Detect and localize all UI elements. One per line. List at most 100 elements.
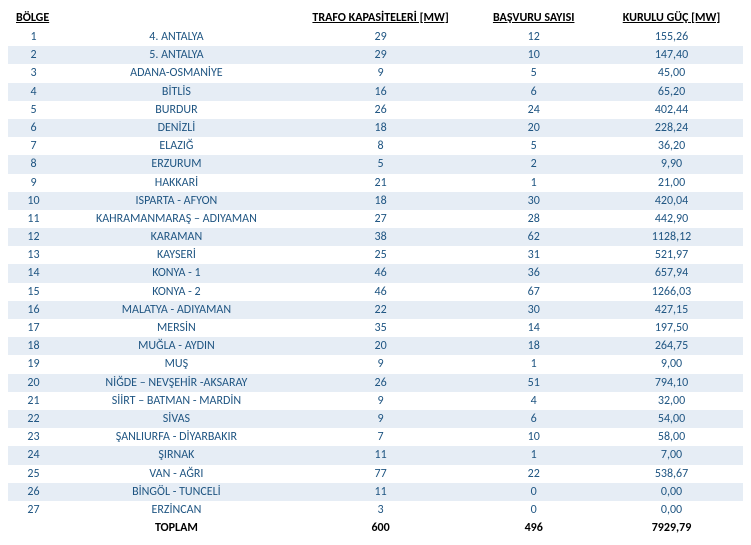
row-index: 18	[8, 337, 59, 355]
row-guc: 1266,03	[600, 283, 743, 301]
row-index: 2	[8, 46, 59, 64]
row-index: 4	[8, 83, 59, 101]
row-trafo: 21	[294, 174, 468, 192]
row-trafo: 18	[294, 192, 468, 210]
row-guc: 147,40	[600, 46, 743, 64]
row-bolge: KONYA - 2	[59, 283, 294, 301]
row-index: 7	[8, 137, 59, 155]
table-row: 25. ANTALYA2910147,40	[8, 46, 743, 64]
row-basvuru: 1	[467, 355, 600, 373]
row-guc: 0,00	[600, 501, 743, 519]
row-guc: 54,00	[600, 410, 743, 428]
table-row: 21SİİRT – BATMAN - MARDİN9432,00	[8, 392, 743, 410]
row-index: 15	[8, 283, 59, 301]
row-index: 12	[8, 228, 59, 246]
row-basvuru: 1	[467, 174, 600, 192]
table-row: 26BİNGÖL - TUNCELİ1100,00	[8, 483, 743, 501]
total-basvuru: 496	[467, 519, 600, 537]
table-row: 23ŞANLIURFA - DİYARBAKIR71058,00	[8, 428, 743, 446]
row-index: 20	[8, 374, 59, 392]
row-guc: 36,20	[600, 137, 743, 155]
table-row: 12KARAMAN38621128,12	[8, 228, 743, 246]
row-guc: 0,00	[600, 483, 743, 501]
table-row: 20NİĞDE – NEVŞEHİR -AKSARAY2651794,10	[8, 374, 743, 392]
table-row: 22SİVAS9654,00	[8, 410, 743, 428]
row-trafo: 20	[294, 337, 468, 355]
row-index: 11	[8, 210, 59, 228]
row-guc: 228,24	[600, 119, 743, 137]
row-basvuru: 36	[467, 264, 600, 282]
row-bolge: ERZURUM	[59, 155, 294, 173]
row-trafo: 16	[294, 83, 468, 101]
row-basvuru: 62	[467, 228, 600, 246]
row-bolge: KARAMAN	[59, 228, 294, 246]
row-index: 3	[8, 64, 59, 82]
row-guc: 9,90	[600, 155, 743, 173]
total-guc: 7929,79	[600, 519, 743, 537]
row-trafo: 46	[294, 264, 468, 282]
table-row: 19MUŞ919,00	[8, 355, 743, 373]
row-trafo: 25	[294, 246, 468, 264]
row-trafo: 46	[294, 283, 468, 301]
table-row: 6DENİZLİ1820228,24	[8, 119, 743, 137]
row-trafo: 5	[294, 155, 468, 173]
row-guc: 657,94	[600, 264, 743, 282]
row-index: 23	[8, 428, 59, 446]
row-bolge: HAKKARİ	[59, 174, 294, 192]
row-basvuru: 51	[467, 374, 600, 392]
table-row: 11KAHRAMANMARAŞ – ADIYAMAN2728442,90	[8, 210, 743, 228]
row-index: 21	[8, 392, 59, 410]
row-bolge: ERZİNCAN	[59, 501, 294, 519]
row-trafo: 9	[294, 410, 468, 428]
table-row: 25VAN - AĞRI7722538,67	[8, 465, 743, 483]
row-bolge: SİİRT – BATMAN - MARDİN	[59, 392, 294, 410]
row-guc: 442,90	[600, 210, 743, 228]
row-index: 10	[8, 192, 59, 210]
row-bolge: VAN - AĞRI	[59, 465, 294, 483]
row-guc: 420,04	[600, 192, 743, 210]
row-basvuru: 1	[467, 446, 600, 464]
row-index: 1	[8, 28, 59, 46]
row-bolge: ŞIRNAK	[59, 446, 294, 464]
row-basvuru: 31	[467, 246, 600, 264]
table-row: 13KAYSERİ2531521,97	[8, 246, 743, 264]
row-trafo: 35	[294, 319, 468, 337]
row-guc: 155,26	[600, 28, 743, 46]
row-bolge: MERSİN	[59, 319, 294, 337]
row-bolge: DENİZLİ	[59, 119, 294, 137]
row-trafo: 22	[294, 301, 468, 319]
table-row: 16MALATYA - ADIYAMAN2230427,15	[8, 301, 743, 319]
row-basvuru: 10	[467, 428, 600, 446]
row-bolge: BURDUR	[59, 101, 294, 119]
table-row: 10ISPARTA - AFYON1830420,04	[8, 192, 743, 210]
row-basvuru: 0	[467, 483, 600, 501]
row-basvuru: 14	[467, 319, 600, 337]
row-basvuru: 2	[467, 155, 600, 173]
row-basvuru: 22	[467, 465, 600, 483]
row-bolge: SİVAS	[59, 410, 294, 428]
row-bolge: MALATYA - ADIYAMAN	[59, 301, 294, 319]
row-basvuru: 0	[467, 501, 600, 519]
header-trafo: TRAFO KAPASİTELERİ [MW]	[294, 8, 468, 28]
row-basvuru: 67	[467, 283, 600, 301]
total-trafo: 600	[294, 519, 468, 537]
row-guc: 65,20	[600, 83, 743, 101]
row-guc: 45,00	[600, 64, 743, 82]
table-row: 3ADANA-OSMANİYE9545,00	[8, 64, 743, 82]
row-index: 24	[8, 446, 59, 464]
table-row: 24ŞIRNAK1117,00	[8, 446, 743, 464]
row-index: 16	[8, 301, 59, 319]
table-row: 7ELAZIĞ8536,20	[8, 137, 743, 155]
table-row: 15KONYA - 246671266,03	[8, 283, 743, 301]
row-basvuru: 10	[467, 46, 600, 64]
row-guc: 794,10	[600, 374, 743, 392]
total-blank	[8, 519, 59, 537]
row-index: 19	[8, 355, 59, 373]
row-index: 8	[8, 155, 59, 173]
table-row: 27ERZİNCAN300,00	[8, 501, 743, 519]
table-row: 14KONYA - 14636657,94	[8, 264, 743, 282]
row-guc: 32,00	[600, 392, 743, 410]
row-trafo: 3	[294, 501, 468, 519]
table-body: 14. ANTALYA2912155,2625. ANTALYA2910147,…	[8, 28, 743, 537]
row-bolge: BİTLİS	[59, 83, 294, 101]
